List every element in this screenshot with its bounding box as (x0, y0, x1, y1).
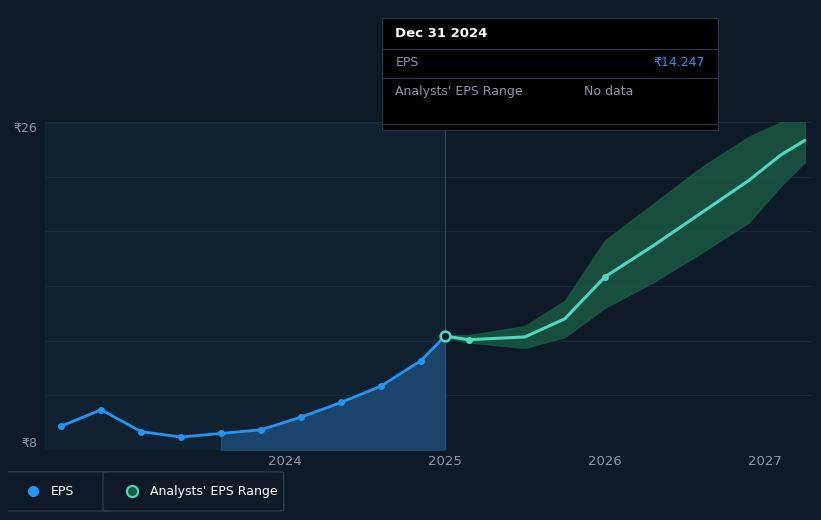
Text: No data: No data (584, 85, 633, 98)
FancyBboxPatch shape (103, 472, 284, 511)
Text: Analysts' EPS Range: Analysts' EPS Range (150, 485, 278, 498)
Text: Dec 31 2024: Dec 31 2024 (396, 27, 488, 40)
FancyBboxPatch shape (3, 472, 112, 511)
Text: ₹14.247: ₹14.247 (653, 56, 704, 69)
Text: Analysts' EPS Range: Analysts' EPS Range (396, 85, 523, 98)
Text: EPS: EPS (396, 56, 419, 69)
Text: ₹8: ₹8 (21, 437, 38, 450)
Text: Analysts Forecasts: Analysts Forecasts (449, 96, 565, 109)
Text: EPS: EPS (51, 485, 75, 498)
Text: Actual: Actual (401, 96, 441, 109)
Text: ₹26: ₹26 (14, 122, 38, 135)
Bar (45, 122, 445, 450)
